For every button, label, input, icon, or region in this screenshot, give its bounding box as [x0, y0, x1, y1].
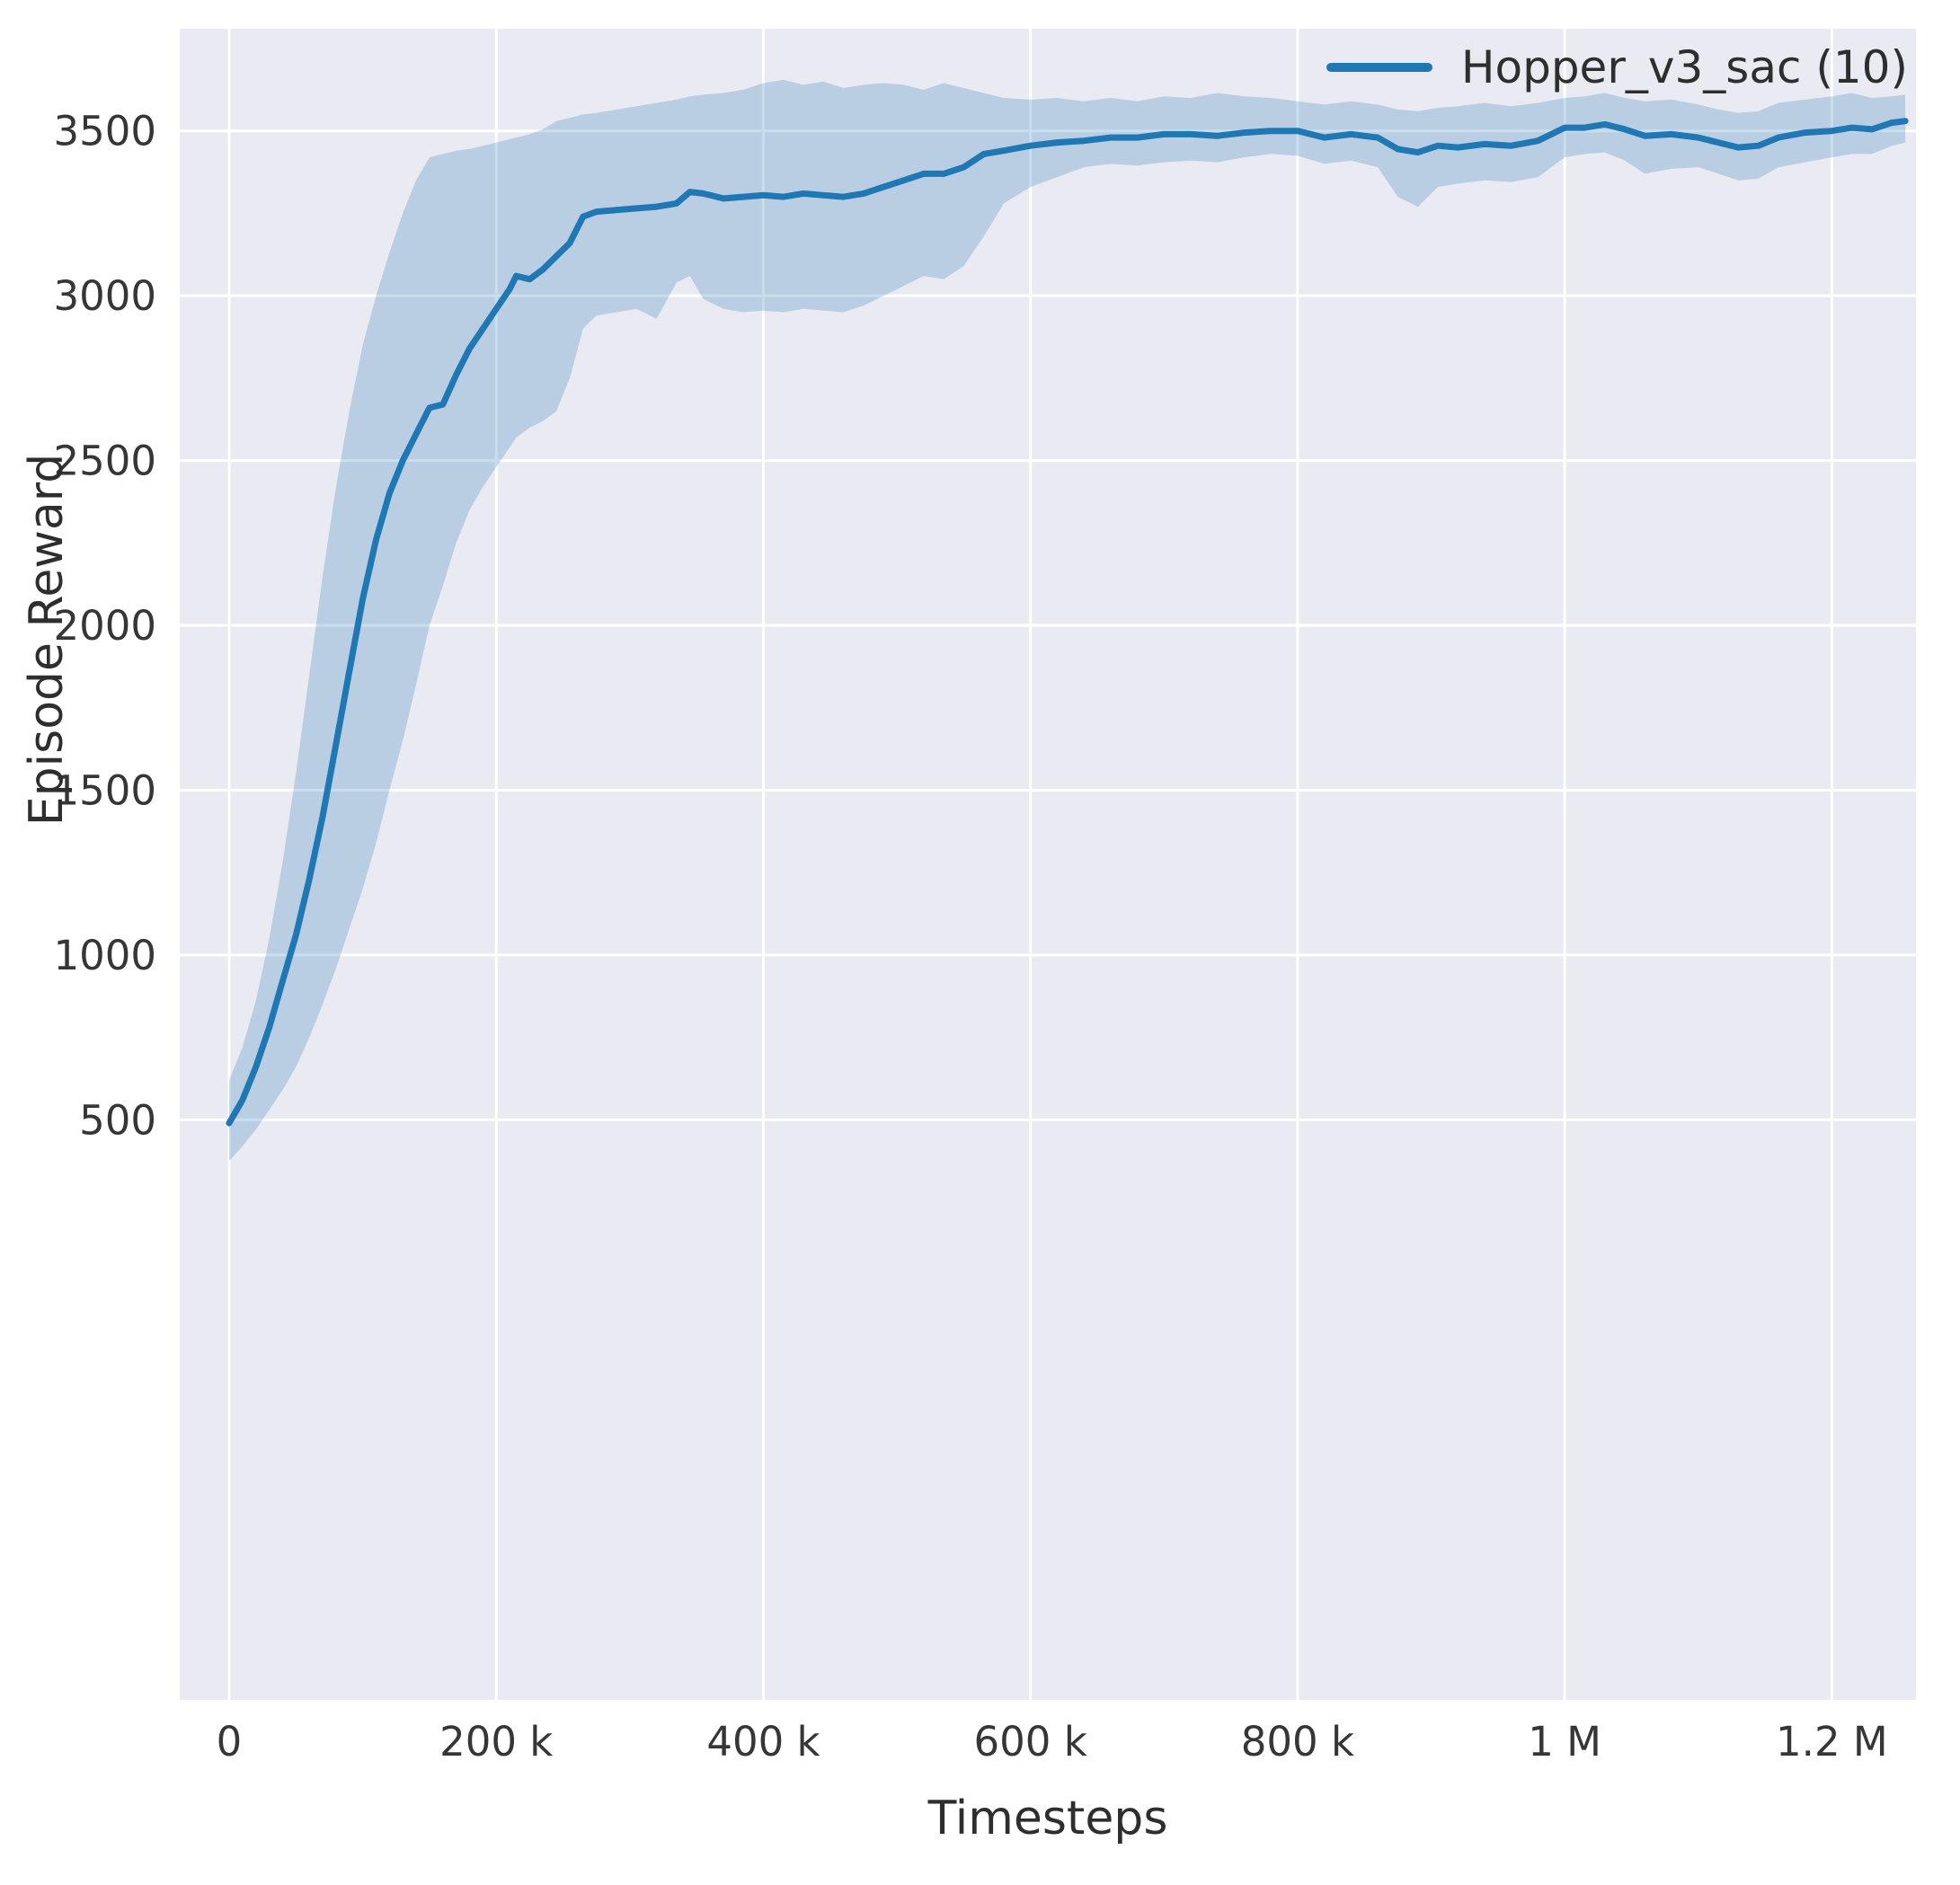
x-tick-label: 1 M	[1528, 1718, 1601, 1766]
y-tick-label: 1000	[53, 932, 156, 979]
y-tick-label: 2500	[53, 438, 156, 485]
series-line	[226, 118, 1909, 1127]
x-tick-label: 1.2 M	[1776, 1718, 1888, 1766]
legend-label: Hopper_v3_sac (10)	[1460, 41, 1908, 93]
plot-background	[180, 29, 1916, 1700]
y-tick-label: 500	[79, 1096, 156, 1144]
x-tick-label: 0	[217, 1718, 243, 1766]
legend: Hopper_v3_sac (10)	[1326, 41, 1908, 93]
x-tick-label: 400 k	[706, 1718, 820, 1766]
y-tick-label: 1500	[53, 766, 156, 814]
y-axis-label: Episode Reward	[20, 453, 74, 827]
x-tick-label: 800 k	[1241, 1718, 1354, 1766]
x-tick-label: 600 k	[974, 1718, 1087, 1766]
legend-line-sample	[1326, 63, 1432, 72]
y-tick-label: 3000	[53, 272, 156, 320]
y-tick-label: 2000	[53, 602, 156, 650]
x-axis-label: Timesteps	[927, 1792, 1168, 1845]
x-tick-label: 200 k	[439, 1718, 553, 1766]
y-tick-label: 3500	[53, 108, 156, 155]
